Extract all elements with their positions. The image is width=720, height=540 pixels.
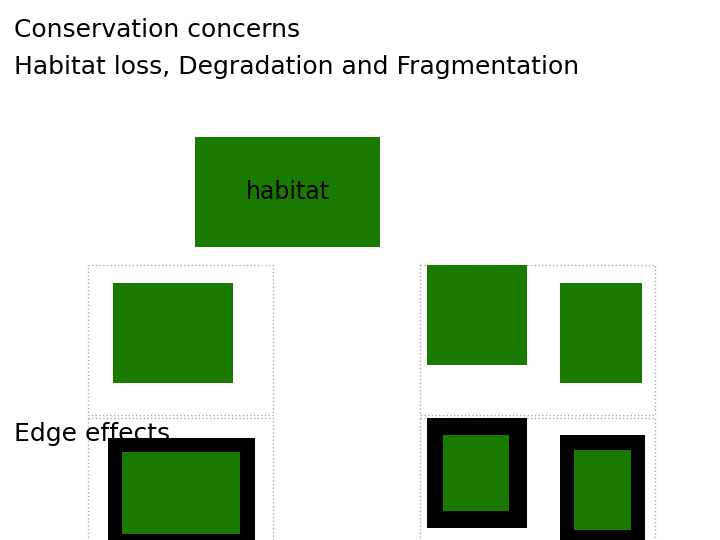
Text: Conservation concerns: Conservation concerns (14, 18, 300, 42)
Bar (574, 450, 631, 530)
Bar (427, 265, 527, 365)
Text: Habitat loss, Degradation and Fragmentation: Habitat loss, Degradation and Fragmentat… (14, 55, 579, 79)
Bar (420, 265, 655, 415)
Bar (122, 452, 240, 534)
Bar (560, 435, 645, 540)
Bar (108, 438, 255, 540)
Text: habitat: habitat (246, 180, 330, 204)
Bar (113, 283, 233, 383)
Bar (443, 435, 509, 511)
Bar (88, 265, 273, 415)
Bar (560, 283, 642, 383)
Bar (427, 418, 527, 528)
Text: Edge effects: Edge effects (14, 422, 170, 446)
Bar (195, 137, 380, 247)
Bar (88, 418, 273, 540)
Bar (420, 418, 655, 540)
